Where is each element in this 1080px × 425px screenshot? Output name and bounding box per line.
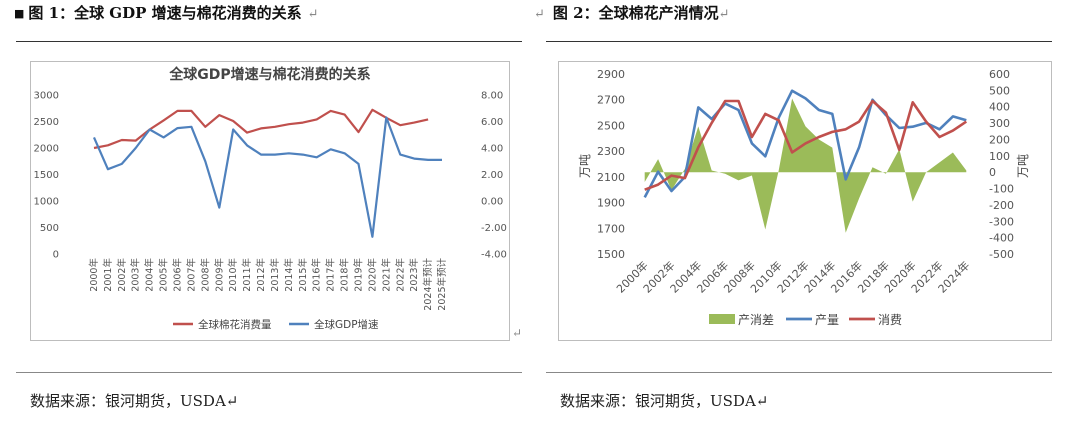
series-line-cotton-consumption xyxy=(93,108,429,150)
left-axis-tick-label: 2000 xyxy=(34,144,59,155)
x-axis-tick-label: 2013年 xyxy=(269,258,281,292)
figure-1-bottom-rule xyxy=(16,372,522,373)
left-axis-tick-label: 1500 xyxy=(34,170,59,181)
x-axis-tick-label: 2004年 xyxy=(144,258,156,292)
x-axis-tick-label: 2019年 xyxy=(353,258,365,292)
series-area-production-consumption-gap xyxy=(644,98,967,233)
right-axis-unit-label: 万吨 xyxy=(1016,154,1030,178)
x-axis-tick-label: 2000年 xyxy=(88,258,100,292)
paragraph-mark-icon: ↵ xyxy=(534,7,545,22)
chart-1-title: 全球GDP增速与棉花消费的关系 xyxy=(168,66,370,83)
right-axis-tick-label: -100 xyxy=(989,183,1014,196)
right-axis-tick-label: 300 xyxy=(989,117,1010,130)
x-axis-tick-label: 2009年 xyxy=(213,258,225,292)
x-axis-tick-label: 2008年 xyxy=(199,258,211,292)
x-axis-tick-label: 2011年 xyxy=(241,258,253,292)
left-axis-unit-label: 万吨 xyxy=(578,154,592,178)
left-axis-tick-label: 2900 xyxy=(597,68,625,81)
right-axis-tick-label: 6.00 xyxy=(481,117,503,128)
x-axis-tick-label: 2010年 xyxy=(227,258,239,292)
figure-2-bottom-rule xyxy=(546,372,1052,373)
left-axis-tick-label: 1700 xyxy=(597,222,625,235)
x-axis-tick-label: 2015年 xyxy=(297,258,309,292)
figure-1-caption: ■ 图 1：全球 GDP 增速与棉花消费的关系 ↵ xyxy=(14,2,319,23)
right-axis-tick-label: -500 xyxy=(989,248,1014,261)
paragraph-mark-icon: ↵ xyxy=(307,7,319,22)
left-axis-tick-label: 0 xyxy=(53,250,59,261)
series-line-production xyxy=(643,89,967,199)
x-axis-tick-label: 2017年 xyxy=(325,258,337,292)
figure-1-source: 数据来源：银河期货，USDA↵ xyxy=(30,392,239,410)
right-axis-tick-label: -4.00 xyxy=(481,250,507,261)
left-axis-tick-label: 1500 xyxy=(597,248,625,261)
left-axis-tick-label: 2700 xyxy=(597,94,625,107)
left-axis-tick-label: 500 xyxy=(40,223,59,234)
x-axis-tick-label: 2001年 xyxy=(102,258,114,292)
x-axis-tick-label: 2007年 xyxy=(185,258,197,292)
left-axis-tick-label: 2100 xyxy=(597,171,625,184)
legend-label: 产量 xyxy=(815,313,839,327)
right-axis-tick-label: -200 xyxy=(989,199,1014,212)
x-axis-tick-label: 2021年 xyxy=(380,258,392,292)
chart-1-frame: 全球GDP增速与棉花消费的关系 0 500 1000 1500 2000 2500 3000 -… xyxy=(30,61,510,341)
x-axis-tick-label: 2012年 xyxy=(255,258,267,292)
x-axis-tick-label: 2006年 xyxy=(172,258,184,292)
left-axis-tick-label: 2500 xyxy=(597,119,625,132)
right-axis-tick-label: -2.00 xyxy=(481,223,507,234)
figure-2-source: 数据来源：银河期货，USDA↵ xyxy=(560,392,769,410)
left-axis-tick-label: 1000 xyxy=(34,197,59,208)
x-axis-tick-label: 2014年 xyxy=(283,258,295,292)
x-axis-tick-label: 2024年预计 xyxy=(422,258,434,311)
right-axis-tick-label: 500 xyxy=(989,84,1010,97)
x-axis-tick-label: 2018年 xyxy=(339,258,351,292)
series-line-consumption xyxy=(644,99,968,191)
right-axis-tick-label: -300 xyxy=(989,215,1014,228)
chart-2-frame: 1500 1700 1900 2100 2300 2500 2700 2900 -500 -400… xyxy=(558,61,1052,341)
legend-swatch xyxy=(709,314,735,324)
x-axis-tick-label: 2020年 xyxy=(366,258,378,292)
figure-2-caption-text: 图 2：全球棉花产消情况 xyxy=(552,4,719,22)
chart-1-svg: 全球GDP增速与棉花消费的关系 0 500 1000 1500 2000 2500 3000 -… xyxy=(34,66,507,331)
legend-label: 全球GDP增速 xyxy=(314,318,379,331)
right-axis-tick-label: 0.00 xyxy=(481,197,503,208)
figure-1-caption-text: 图 1：全球 GDP 增速与棉花消费的关系 xyxy=(28,4,302,22)
x-axis-tick-label: 2025年预计 xyxy=(436,258,448,311)
left-axis-tick-label: 1900 xyxy=(597,197,625,210)
right-axis-tick-label: 100 xyxy=(989,150,1010,163)
bullet-square: ■ xyxy=(14,7,25,20)
x-axis-tick-label: 2023年 xyxy=(408,258,420,292)
right-axis-tick-label: 0 xyxy=(989,166,996,179)
right-axis-tick-label: 8.00 xyxy=(481,91,503,102)
left-axis-tick-label: 2500 xyxy=(34,117,59,128)
left-axis-tick-label: 3000 xyxy=(34,91,59,102)
legend-label: 全球棉花消费量 xyxy=(198,318,272,331)
right-axis-tick-label: 400 xyxy=(989,101,1010,114)
x-axis-tick-label: 2003年 xyxy=(130,258,142,292)
right-axis-tick-label: 600 xyxy=(989,68,1010,81)
series-line-gdp-growth xyxy=(92,116,442,238)
figure-1-top-rule xyxy=(16,41,522,42)
x-axis-tick-label: 2016年 xyxy=(311,258,323,292)
x-axis-tick-label: 2022年 xyxy=(394,258,406,292)
x-axis-tick-label: 2005年 xyxy=(158,258,170,292)
right-axis-tick-label: 2.00 xyxy=(481,170,503,181)
figure-2-top-rule xyxy=(546,41,1052,42)
side-mark-icon: ↵ xyxy=(512,326,523,340)
right-axis-tick-label: -400 xyxy=(989,232,1014,245)
right-axis-tick-label: 4.00 xyxy=(481,144,503,155)
left-axis-tick-label: 2300 xyxy=(597,145,625,158)
paragraph-mark-icon: ↵ xyxy=(718,7,730,22)
x-axis-tick-label: 2002年 xyxy=(116,258,128,292)
chart-2-svg: 1500 1700 1900 2100 2300 2500 2700 2900 -500 -400… xyxy=(578,68,1030,327)
legend-label: 产消差 xyxy=(738,313,774,327)
figure-2-caption: ↵ 图 2：全球棉花产消情况↵ xyxy=(534,2,729,23)
right-axis-tick-label: 200 xyxy=(989,133,1010,146)
legend-label: 消费 xyxy=(878,313,902,327)
